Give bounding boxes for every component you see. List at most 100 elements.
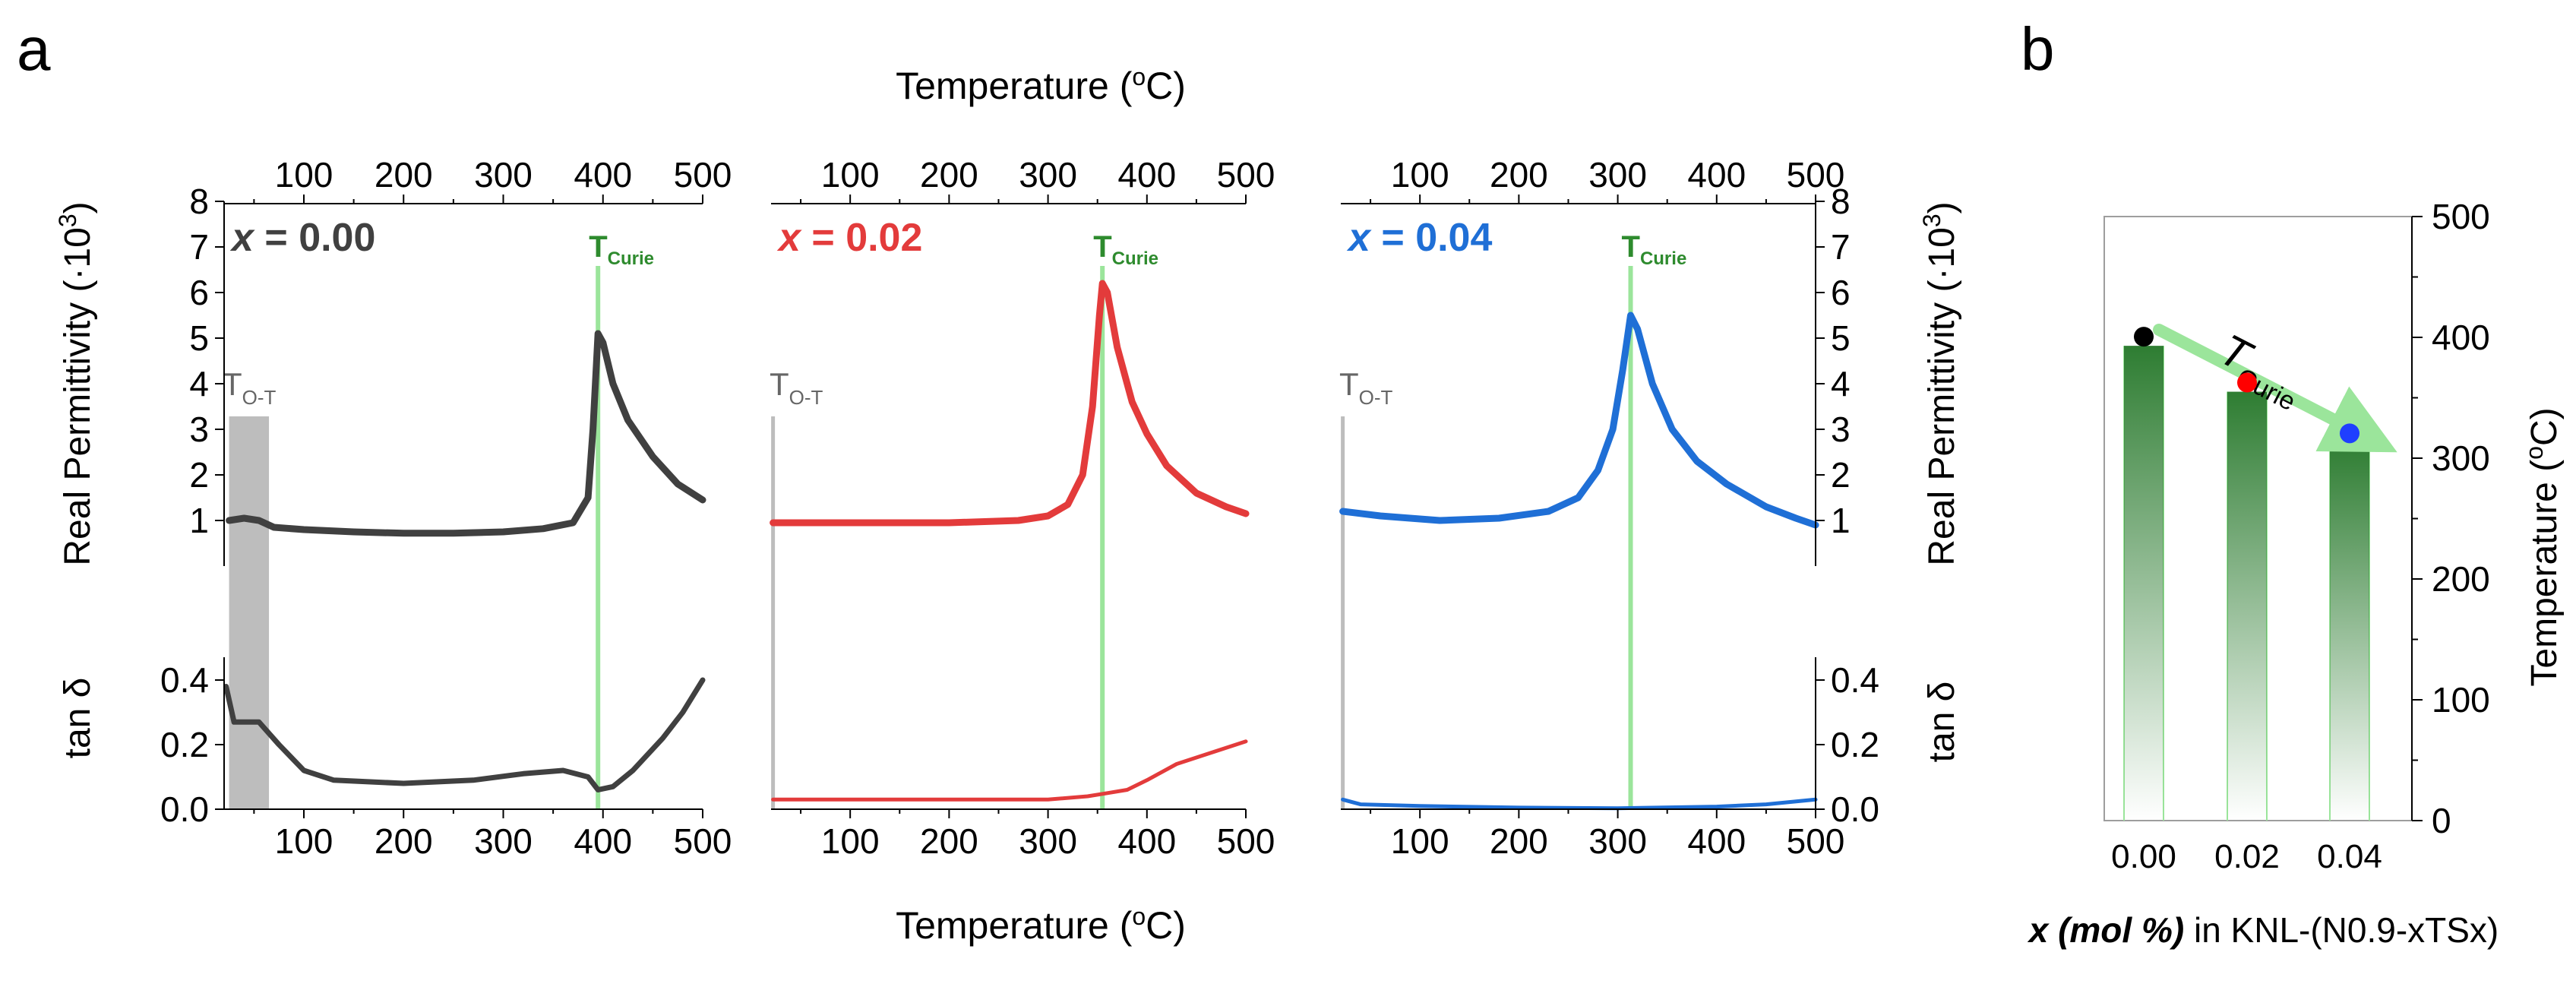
category-label: 0.02 [2214,838,2280,875]
left-tan-label: tan δ [58,678,98,759]
top-tick-label: 200 [920,155,978,195]
bar-0.04 [2330,442,2369,821]
tot-label: TO-T [223,366,277,409]
tcurie-label-sub: Curie [1112,248,1158,269]
top-tick-label: 100 [821,155,880,195]
series-title: x = 0.02 [776,216,922,260]
right-permittivity-label: Real Permittivity (·103) [1918,201,1962,565]
right-perm-tick-label: 7 [1831,227,1851,267]
bottom-axis-title: Temperature (oC) [896,903,1186,947]
series-title-value: = 0.00 [264,216,375,260]
left-tan-tick-label: 0.4 [160,660,209,700]
panel-b-xlabel: x (mol %) in KNL-(N0.9-xTSx) [2027,910,2499,950]
right-perm-tick-label: 3 [1831,410,1851,449]
right-perm-tick-label: 1 [1831,501,1851,540]
y-tick-label: 300 [2432,438,2490,478]
category-label: 0.04 [2317,838,2382,875]
top-tick-label: 500 [1787,155,1845,195]
series-title: x = 0.04 [1346,216,1492,260]
permittivity-curve [770,280,1250,527]
tcurie-label: TCurie [1093,230,1158,269]
right-perm-tick-label: 8 [1831,182,1851,221]
top-tick-label: 200 [1490,155,1548,195]
left-perm-tick-label: 1 [189,501,209,540]
tcurie-arrow [2153,324,2397,453]
top-tick-label: 400 [574,155,632,195]
bottom-tick-label: 200 [920,821,978,861]
left-perm-tick-label: 4 [189,364,209,403]
tot-label-t: T [770,366,789,402]
right-perm-tick-label: 2 [1831,455,1851,495]
bottom-tick-label: 500 [674,821,732,861]
tcurie-label: TCurie [1622,230,1687,269]
panel-b-label: b [2021,15,2055,83]
bottom-tick-label: 100 [275,821,333,861]
tan-delta-curve [771,739,1248,802]
left-perm-tick-label: 7 [189,227,209,267]
top-tick-label: 100 [275,155,333,195]
tot-label-sub: O-T [242,386,277,409]
top-axis-title: Temperature (oC) [896,63,1186,107]
bottom-tick-label: 100 [821,821,880,861]
right-tan-tick-label: 0.2 [1831,725,1879,764]
tcurie-point-0.00 [2134,327,2154,347]
series-title-value: = 0.04 [1381,216,1492,260]
tot-label-t: T [1339,366,1359,402]
bottom-tick-label: 500 [1217,821,1275,861]
bottom-tick-label: 400 [574,821,632,861]
tot-label: TO-T [770,366,823,409]
right-perm-tick-label: 6 [1831,273,1851,312]
bottom-tick-label: 400 [1687,821,1746,861]
bottom-tick-label: 200 [375,821,433,861]
series-title-x: x [776,216,811,260]
right-perm-tick-label: 5 [1831,318,1851,358]
bottom-tick-label: 300 [1588,821,1647,861]
top-tick-label: 400 [1687,155,1746,195]
top-tick-label: 200 [375,155,433,195]
permittivity-curve [1339,312,1819,529]
top-tick-label: 100 [1391,155,1449,195]
tan-delta-curve [223,677,706,792]
tot-label-sub: O-T [789,386,823,409]
tot-band [229,416,270,809]
top-tick-label: 300 [474,155,533,195]
left-perm-tick-label: 5 [189,318,209,358]
y-tick-label: 0 [2432,801,2451,840]
top-tick-label: 400 [1117,155,1176,195]
bar-0.02 [2227,391,2267,821]
top-tick-label: 300 [1019,155,1077,195]
tot-label: TO-T [1339,366,1393,409]
right-tan-tick-label: 0.0 [1831,789,1879,829]
top-tick-label: 500 [674,155,732,195]
tcurie-label-t: T [589,230,607,264]
tcurie-label-sub: Curie [608,248,654,269]
panel-a-label: a [17,15,51,83]
category-label: 0.00 [2111,838,2176,875]
tcurie-point-0.04 [2340,423,2359,444]
panel-b-ylabel: Temperature (oC) [2521,407,2565,686]
bottom-tick-label: 100 [1391,821,1449,861]
tcurie-label-t: T [1093,230,1111,264]
tcurie-label: TCurie [589,230,654,269]
series-title-x: x [229,216,264,260]
bottom-tick-label: 300 [1019,821,1077,861]
left-perm-tick-label: 3 [189,410,209,449]
y-tick-label: 200 [2432,559,2490,599]
tcurie-point-0.02 [2237,372,2257,393]
right-tan-tick-label: 0.4 [1831,660,1879,700]
top-tick-label: 500 [1217,155,1275,195]
bottom-tick-label: 400 [1117,821,1176,861]
tcurie-label-sub: Curie [1640,248,1686,269]
tan-delta-curve [1341,797,1818,811]
series-title: x = 0.00 [229,216,375,260]
y-tick-label: 500 [2432,197,2490,236]
left-perm-tick-label: 6 [189,273,209,312]
left-perm-tick-label: 2 [189,455,209,495]
bottom-tick-label: 500 [1787,821,1845,861]
tot-label-t: T [223,366,242,402]
left-tan-tick-label: 0.0 [160,789,209,829]
